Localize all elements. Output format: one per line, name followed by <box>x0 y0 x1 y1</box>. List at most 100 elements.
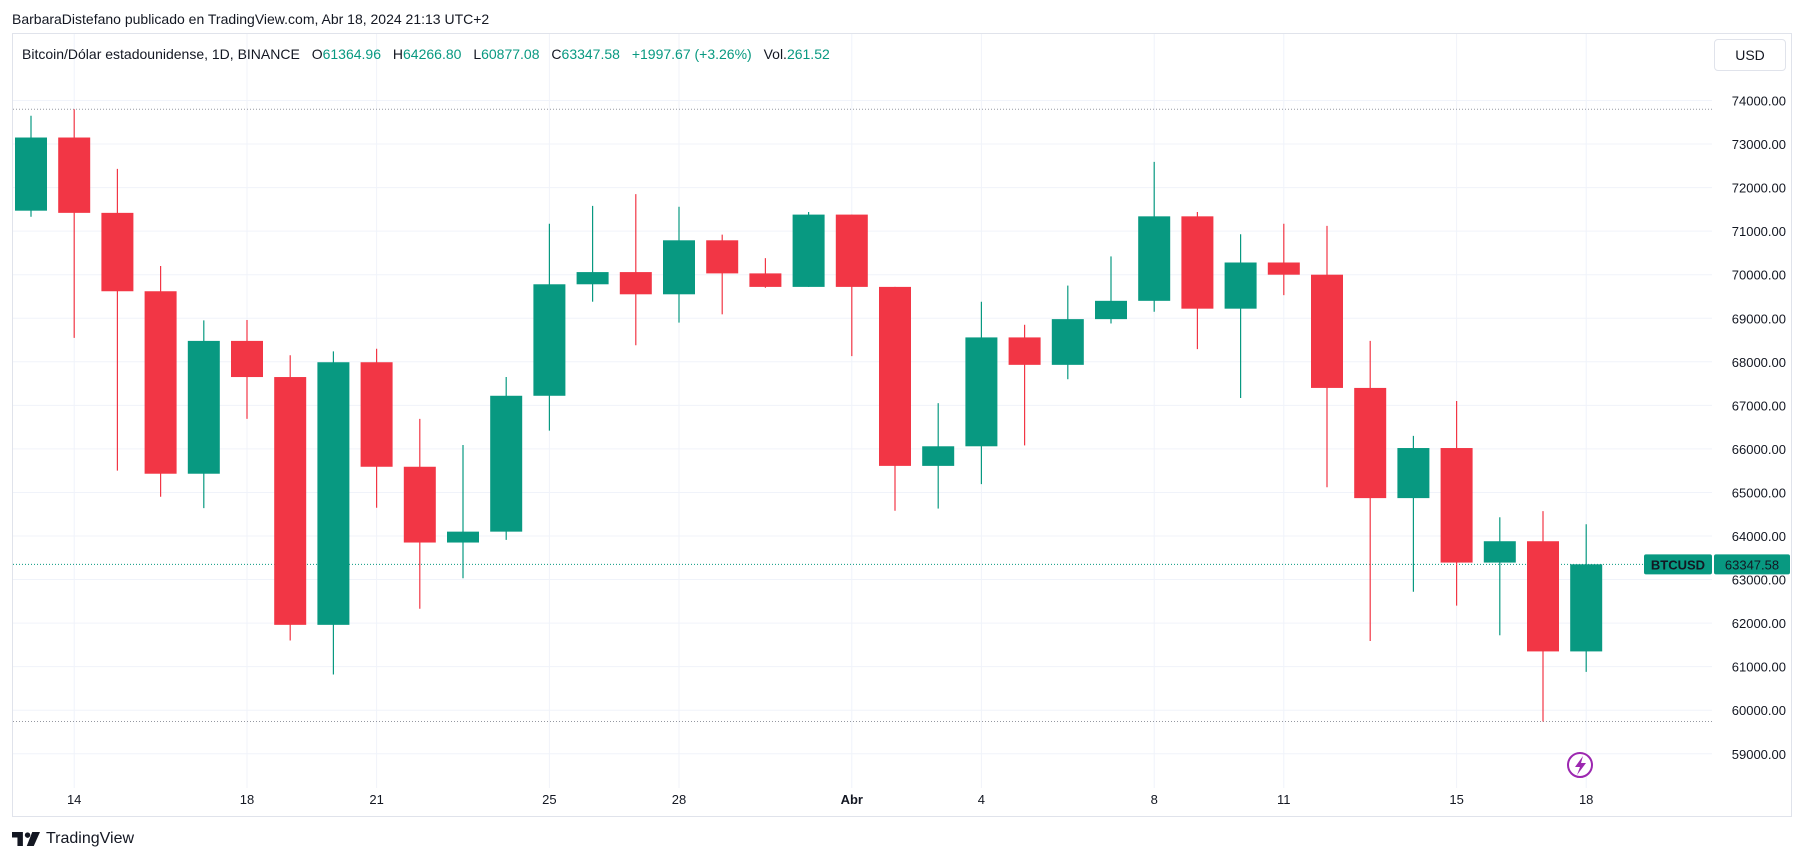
open-label: O <box>311 46 323 62</box>
candle-body <box>1570 564 1603 652</box>
price-tick-label: 71000.00 <box>1732 224 1786 239</box>
candle[interactable] <box>965 301 998 485</box>
price-tick-label: 59000.00 <box>1732 747 1786 762</box>
candle[interactable] <box>619 194 652 346</box>
candle-body <box>360 362 393 467</box>
candle[interactable] <box>749 258 782 288</box>
candle-body <box>231 340 263 378</box>
candle-body <box>792 214 825 287</box>
candle-body <box>1267 262 1300 275</box>
candle[interactable] <box>447 444 479 579</box>
time-tick-label: 18 <box>240 792 254 807</box>
candle[interactable] <box>360 348 393 508</box>
candle[interactable] <box>1224 234 1257 398</box>
price-tick-label: 74000.00 <box>1732 94 1786 109</box>
candle-body <box>187 340 220 474</box>
price-tick-label: 73000.00 <box>1732 137 1786 152</box>
price-tick-label: 63000.00 <box>1732 573 1786 588</box>
candle-body <box>1181 216 1214 309</box>
candle[interactable] <box>490 377 523 540</box>
candle-body <box>490 395 523 532</box>
candle[interactable] <box>835 214 868 357</box>
candle-body <box>619 272 652 295</box>
ohlc-legend: Bitcoin/Dólar estadounidense, 1D, BINANC… <box>22 46 830 62</box>
price-tick-label: 67000.00 <box>1732 398 1786 413</box>
candle[interactable] <box>144 265 177 497</box>
candle[interactable] <box>231 319 263 419</box>
candle[interactable] <box>1483 517 1516 636</box>
candle-body <box>15 137 47 211</box>
price-axis: 74000.00 73000.00 72000.00 71000.00 70000.00… <box>1732 94 1786 762</box>
candle[interactable] <box>58 109 91 338</box>
candle[interactable] <box>706 234 739 315</box>
candle[interactable] <box>1397 435 1430 592</box>
candle-body <box>1440 448 1473 563</box>
price-tick-label: 60000.00 <box>1732 703 1786 718</box>
candle-body <box>879 286 911 466</box>
time-tick-label: 18 <box>1579 792 1593 807</box>
price-tick-label: 69000.00 <box>1732 311 1786 326</box>
time-axis: 14 18 21 25 28 Abr 4 8 11 15 18 <box>67 792 1593 807</box>
low-label: L <box>473 46 482 62</box>
candle[interactable] <box>576 205 609 302</box>
candle-body <box>403 466 436 543</box>
candle[interactable] <box>1138 161 1171 312</box>
candle[interactable] <box>1354 340 1387 641</box>
candle[interactable] <box>101 168 134 471</box>
symbol-description[interactable]: Bitcoin/Dólar estadounidense, 1D, BINANC… <box>22 46 300 62</box>
candle[interactable] <box>1440 400 1473 606</box>
footer-brand-label: TradingView <box>46 830 135 847</box>
close-label: C <box>551 46 562 62</box>
candle-body <box>1354 387 1387 499</box>
price-tick-label: 65000.00 <box>1732 485 1786 500</box>
currency-button[interactable]: USD <box>1714 39 1786 71</box>
price-tag-symbol: BTCUSD <box>1651 557 1705 572</box>
candle[interactable] <box>1095 256 1127 324</box>
candle[interactable] <box>663 206 695 323</box>
time-tick-label: 28 <box>672 792 686 807</box>
candle-body <box>144 291 177 474</box>
candle-body <box>1397 448 1430 499</box>
candle[interactable] <box>15 115 47 217</box>
last-price-tag: BTCUSD 63347.58 <box>1644 554 1790 575</box>
candle[interactable] <box>792 211 825 287</box>
candle[interactable] <box>403 418 436 609</box>
price-tick-label: 68000.00 <box>1732 355 1786 370</box>
candle[interactable] <box>1181 211 1214 350</box>
candle-body <box>835 214 868 287</box>
candle[interactable] <box>274 355 307 641</box>
footer-brand[interactable]: TradingView <box>12 828 134 850</box>
time-tick-label: 11 <box>1277 792 1291 807</box>
price-tick-label: 66000.00 <box>1732 442 1786 457</box>
candle[interactable] <box>317 351 350 675</box>
candle[interactable] <box>1527 511 1559 722</box>
time-tick-label: 15 <box>1449 792 1463 807</box>
candle-body <box>749 273 782 287</box>
lightning-icon[interactable] <box>1567 752 1593 778</box>
candle-body <box>1224 262 1257 309</box>
price-tick-label: 70000.00 <box>1732 268 1786 283</box>
change-value: +1997.67 (+3.26%) <box>631 46 752 62</box>
candle[interactable] <box>1267 223 1300 296</box>
tradingview-logo-icon <box>12 832 40 846</box>
candle[interactable] <box>187 320 220 509</box>
candle[interactable] <box>1311 225 1343 488</box>
candle-body <box>663 240 695 295</box>
candle-body <box>1527 541 1559 652</box>
candle[interactable] <box>1008 324 1041 446</box>
candle-body <box>1483 541 1516 563</box>
candle[interactable] <box>533 223 566 431</box>
price-tick-label: 64000.00 <box>1732 529 1786 544</box>
high-label: H <box>392 46 404 62</box>
time-tick-label: 8 <box>1151 792 1158 807</box>
candle[interactable] <box>1570 524 1603 672</box>
price-tick-label: 62000.00 <box>1732 616 1786 631</box>
candle[interactable] <box>879 286 911 511</box>
candle-body <box>1095 300 1127 320</box>
candle[interactable] <box>1051 285 1084 380</box>
time-tick-label: 14 <box>67 792 81 807</box>
candle[interactable] <box>922 403 955 509</box>
candle-body <box>576 272 609 285</box>
candle-body <box>317 362 350 625</box>
